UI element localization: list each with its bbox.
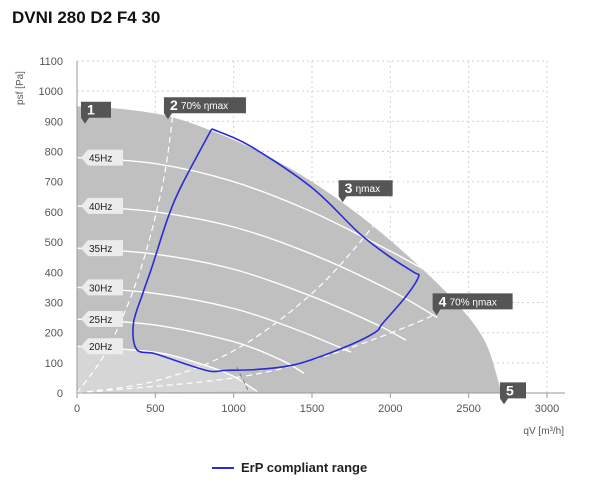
y-tick-label: 200 [45,328,63,340]
y-tick-label: 400 [45,267,63,279]
marker-2: 2 70% ηmax [163,97,246,120]
x-tick-label: 500 [146,403,164,415]
speed-label-tag [81,279,123,296]
y-tick-label: 1000 [39,86,63,98]
speed-label-tag [81,149,123,166]
legend-label: ErP compliant range [241,460,368,475]
legend-swatch [212,466,234,469]
speed-curve-30hz [76,286,352,353]
y-tick-label: 900 [45,116,63,128]
marker-4: 4 70% ηmax [432,293,513,316]
y-tick-label: 700 [45,177,63,189]
speed-label-45hz: 45Hz [81,149,123,166]
marker-number: 4 [439,293,447,309]
marker-box [163,97,246,120]
marker-note: ηmax [356,184,380,195]
system-curve-5-tail [236,367,250,394]
y-tick-label: 100 [45,358,63,370]
marker-box [338,180,393,203]
speed-curve-45hz [76,156,446,282]
y-axis-label: psf [Pa] [15,71,26,105]
legend: ErP compliant range [212,460,367,475]
x-tick-label: 0 [74,403,80,415]
marker-1: 1 [81,101,111,124]
marker-number: 1 [87,102,95,118]
x-tick-label: 2500 [456,403,480,415]
speed-label-tag [81,311,123,328]
marker-box [500,382,526,405]
marker-box [432,293,513,316]
speed-curve-20hz [76,345,258,393]
speed-label-text: 40Hz [89,202,112,213]
marker-5: 5 [500,382,526,405]
speed-label-40hz: 40Hz [81,197,123,214]
marker-number: 3 [345,180,353,196]
marker-note: 70% ηmax [450,297,497,308]
y-tick-label: 300 [45,297,63,309]
y-tick-label: 600 [45,207,63,219]
x-tick-label: 1000 [221,403,245,415]
marker-3: 3 ηmax [338,180,393,203]
speed-label-20hz: 20Hz [81,338,123,355]
fan-operating-envelope [77,106,500,393]
chart-title: DVNI 280 D2 F4 30 [12,8,161,27]
x-axis-label: qV [m³/h] [523,426,564,437]
y-tick-label: 1100 [39,56,63,68]
marker-number: 5 [506,382,514,398]
speed-label-35hz: 35Hz [81,240,123,257]
speed-label-text: 45Hz [89,154,112,165]
marker-note: 70% ηmax [181,101,228,112]
system-curve-3 [76,175,407,394]
x-tick-label: 1500 [300,403,324,415]
system-curve-2 [76,103,175,394]
marker-box [81,101,111,124]
speed-label-tag [81,197,123,214]
speed-label-tag [81,240,123,257]
speed-label-25hz: 25Hz [81,311,123,328]
erp-compliant-range [132,128,420,373]
y-tick-label: 800 [45,147,63,159]
speed-label-text: 25Hz [89,315,112,326]
speed-label-text: 35Hz [89,244,112,255]
speed-label-text: 20Hz [89,342,112,353]
speed-label-30hz: 30Hz [81,279,123,296]
speed-curve-25hz [76,318,305,374]
x-tick-label: 3000 [535,403,559,415]
x-tick-label: 2000 [378,403,402,415]
speed-label-text: 30Hz [89,283,112,294]
speed-curve-40hz [76,205,438,319]
marker-number: 2 [170,97,178,113]
y-tick-label: 500 [45,237,63,249]
y-tick-label: 0 [57,388,63,400]
speed-label-tag [81,338,123,355]
speed-curve-35hz [76,247,407,341]
